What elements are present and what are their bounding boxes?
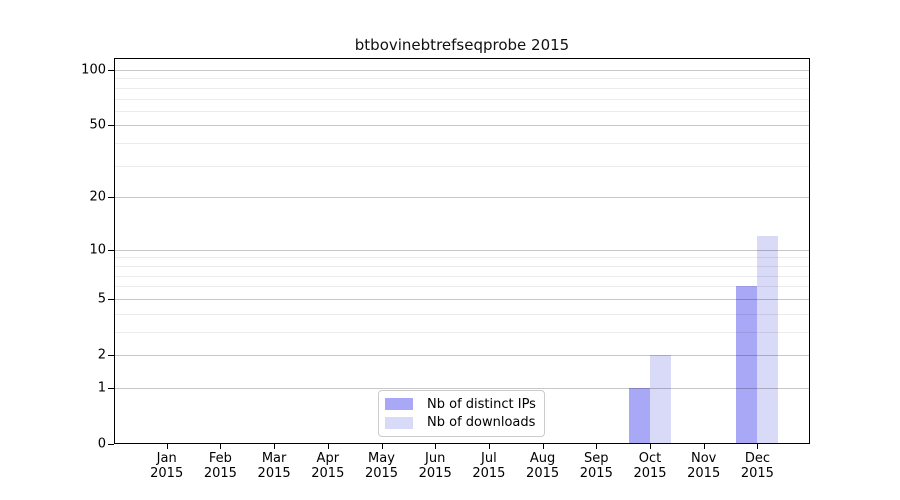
x-tick-mark-feb bbox=[220, 444, 222, 449]
y-tick-label-10: 10 bbox=[89, 242, 106, 258]
y-tick-label-20: 20 bbox=[89, 189, 106, 205]
x-tick-label-jan: Jan 2015 bbox=[150, 451, 184, 481]
bar-nb-of-downloads-oct bbox=[650, 354, 671, 443]
x-tick-mark-oct bbox=[650, 444, 651, 449]
legend-label-distinct-ips: Nb of distinct IPs bbox=[427, 396, 536, 412]
legend-item-downloads: Nb of downloads bbox=[385, 415, 538, 430]
y-tick-mark-50 bbox=[108, 125, 114, 127]
y-tick-mark-1 bbox=[108, 387, 114, 389]
x-tick-mark-sep bbox=[596, 444, 598, 449]
x-tick-mark-dec bbox=[757, 444, 759, 449]
axis-spine-left bbox=[114, 58, 115, 444]
x-tick-label-may: May 2015 bbox=[364, 451, 399, 481]
legend-swatch-distinct-ips-icon bbox=[385, 398, 413, 411]
y-tick-mark-2 bbox=[108, 355, 114, 356]
x-tick-mark-may bbox=[381, 444, 383, 449]
bar-nb-of-distinct-ips-oct bbox=[629, 387, 650, 443]
x-tick-mark-jan bbox=[166, 444, 168, 449]
bar-nb-of-distinct-ips-dec bbox=[736, 286, 758, 443]
x-tick-label-sep: Sep 2015 bbox=[579, 451, 613, 481]
y-gridline-major-5 bbox=[114, 298, 810, 300]
plot-area bbox=[114, 58, 810, 444]
legend-item-distinct-ips: Nb of distinct IPs bbox=[385, 397, 538, 412]
y-gridline-major-2 bbox=[114, 355, 810, 356]
y-gridline-minor-80 bbox=[114, 87, 810, 89]
axis-spine-top bbox=[114, 58, 810, 59]
y-tick-mark-10 bbox=[108, 249, 114, 251]
grid-layer bbox=[114, 58, 810, 444]
y-tick-mark-100 bbox=[108, 70, 114, 71]
y-gridline-minor-90 bbox=[114, 78, 810, 80]
x-tick-label-jun: Jun 2015 bbox=[418, 451, 452, 481]
x-tick-label-jul: Jul 2015 bbox=[472, 451, 506, 481]
y-tick-mark-20 bbox=[108, 197, 114, 199]
y-gridline-minor-30 bbox=[114, 165, 810, 167]
x-tick-mark-aug bbox=[542, 444, 544, 449]
y-gridline-minor-8 bbox=[114, 265, 810, 267]
x-tick-label-feb: Feb 2015 bbox=[203, 451, 237, 481]
axis-spine-bottom bbox=[114, 443, 810, 444]
y-gridline-major-1 bbox=[114, 387, 810, 389]
y-tick-label-100: 100 bbox=[81, 62, 106, 78]
y-gridline-minor-4 bbox=[114, 313, 810, 315]
y-tick-label-5: 5 bbox=[97, 291, 106, 307]
x-tick-mark-mar bbox=[274, 444, 276, 449]
y-tick-mark-0 bbox=[108, 444, 114, 445]
y-gridline-major-20 bbox=[114, 197, 810, 199]
y-tick-mark-5 bbox=[108, 298, 114, 300]
x-tick-label-oct: Oct 2015 bbox=[633, 451, 667, 481]
axis-spine-right bbox=[809, 58, 810, 444]
chart-title: btbovinebtrefseqprobe 2015 bbox=[354, 36, 570, 54]
x-tick-label-aug: Aug 2015 bbox=[526, 451, 560, 481]
x-tick-label-mar: Mar 2015 bbox=[257, 451, 291, 481]
x-tick-mark-jun bbox=[435, 444, 437, 449]
y-gridline-minor-70 bbox=[114, 98, 810, 100]
legend-label-downloads: Nb of downloads bbox=[427, 415, 536, 431]
x-tick-label-nov: Nov 2015 bbox=[687, 451, 721, 481]
legend-swatch-downloads-icon bbox=[385, 416, 413, 429]
legend: Nb of distinct IPs Nb of downloads bbox=[378, 390, 545, 437]
x-tick-mark-nov bbox=[703, 444, 705, 449]
y-gridline-minor-40 bbox=[114, 143, 810, 145]
x-tick-label-dec: Dec 2015 bbox=[740, 451, 774, 481]
y-tick-label-0: 0 bbox=[97, 436, 106, 452]
y-gridline-minor-6 bbox=[114, 286, 810, 288]
y-gridline-minor-3 bbox=[114, 331, 810, 333]
y-gridline-minor-9 bbox=[114, 257, 810, 259]
y-tick-label-2: 2 bbox=[97, 347, 106, 363]
y-gridline-minor-60 bbox=[114, 110, 810, 112]
bar-nb-of-downloads-dec bbox=[757, 236, 779, 443]
y-gridline-major-100 bbox=[114, 70, 810, 71]
y-gridline-major-10 bbox=[114, 249, 810, 251]
y-gridline-major-50 bbox=[114, 125, 810, 127]
y-tick-label-1: 1 bbox=[97, 380, 106, 396]
x-tick-mark-jul bbox=[488, 444, 490, 449]
x-tick-mark-apr bbox=[327, 444, 329, 449]
x-tick-label-apr: Apr 2015 bbox=[311, 451, 345, 481]
y-tick-label-50: 50 bbox=[89, 117, 106, 133]
bars-layer bbox=[114, 58, 810, 444]
y-gridline-minor-7 bbox=[114, 275, 810, 277]
